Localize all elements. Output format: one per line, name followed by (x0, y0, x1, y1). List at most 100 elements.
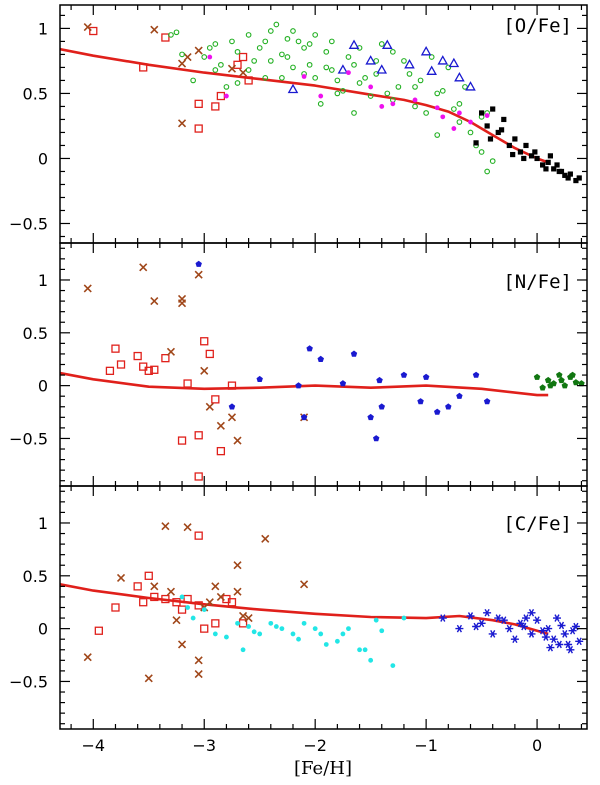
blue-triangle-point (420, 45, 432, 56)
blue-star-point (472, 622, 481, 631)
red-square-point (194, 472, 203, 481)
blue-star-point (499, 616, 508, 624)
magenta-dot-point (346, 70, 351, 76)
red-square-point (144, 571, 153, 580)
magenta-dot-point (451, 126, 457, 131)
green-circle-point (284, 54, 291, 60)
blue-triangle-point (381, 39, 393, 49)
green-circle-point (395, 84, 402, 90)
blue-triangle-point (437, 55, 449, 65)
blue-triangle-point (337, 64, 349, 74)
black-square-point (512, 136, 518, 142)
brown-x-point (205, 402, 214, 411)
red-square-point (139, 362, 148, 371)
red-square-point (105, 366, 115, 375)
brown-x-point (211, 582, 220, 591)
green-circle-point (245, 67, 252, 73)
panel-carbon-frame (59, 485, 588, 730)
brown-x-point (177, 640, 187, 649)
series-brown-x (83, 263, 309, 445)
black-square-point (528, 153, 535, 159)
brown-x-point (233, 436, 242, 445)
black-square-point (523, 142, 529, 149)
red-square-point (133, 351, 142, 361)
green-circle-point (223, 84, 230, 90)
green-circle-point (295, 38, 302, 45)
black-square-point (562, 172, 568, 178)
black-square-point (521, 155, 527, 162)
cyan-dot-point (212, 631, 218, 637)
red-square-point (194, 124, 203, 133)
green-pentagon-point (544, 376, 552, 384)
panel-carbon: [C/Fe] 1 0.5 0 −0.5 −4 −3 −2 −1 0 (9, 485, 588, 755)
panel-carbon-plot-area (60, 522, 584, 683)
cyan-dot-point (185, 605, 190, 610)
cyan-dot-point (296, 636, 301, 642)
green-circle-point (467, 129, 474, 136)
green-circle-point (401, 58, 407, 64)
green-circle-point (412, 84, 418, 90)
blue-star-point (455, 624, 464, 633)
blue-pentagon-point (256, 375, 263, 382)
green-circle-point (262, 74, 269, 81)
black-square-point (558, 168, 565, 175)
green-circle-point (234, 80, 241, 86)
x-tick-label: −2 (303, 736, 327, 755)
red-square-point (133, 582, 142, 591)
green-circle-point (417, 77, 424, 84)
black-square-point (554, 162, 560, 168)
y-tick-label: 1 (38, 271, 48, 290)
cyan-dot-point (240, 647, 246, 653)
green-circle-point (489, 158, 496, 164)
green-circle-point (484, 168, 490, 175)
blue-pentagon-point (306, 345, 313, 352)
brown-x-point (233, 561, 242, 570)
cyan-dot-point (179, 594, 185, 600)
green-circle-point (406, 71, 413, 77)
brown-x-point (194, 46, 203, 55)
cyan-dot-point (390, 663, 396, 669)
blue-star-point (494, 614, 503, 622)
y-tick-label: −0.5 (9, 672, 48, 691)
green-circle-point (378, 41, 385, 47)
green-circle-point (456, 119, 463, 125)
brown-x-point (227, 64, 237, 73)
green-circle-point (384, 90, 391, 97)
red-square-point (233, 60, 242, 69)
green-pentagon-point (558, 376, 565, 384)
green-circle-point (173, 29, 180, 36)
brown-x-point (150, 297, 159, 306)
red-square-point (216, 446, 226, 456)
series-brown-x (83, 23, 248, 128)
blue-triangle-point (454, 72, 465, 82)
x-tick-label: 0 (532, 736, 542, 755)
red-square-point (200, 337, 209, 346)
blue-pentagon-point (295, 382, 302, 389)
blue-star-point (466, 612, 475, 620)
red-square-point (161, 354, 170, 363)
black-square-point (576, 175, 582, 181)
blue-star-point (549, 635, 558, 644)
brown-x-point (244, 613, 253, 623)
cyan-dot-point (190, 615, 196, 621)
black-square-point (473, 140, 479, 146)
red-square-point (183, 594, 192, 604)
magenta-dot-point (457, 110, 462, 116)
blue-triangle-point (404, 58, 415, 69)
y-tick-label: 0 (38, 149, 48, 168)
red-square-point (150, 592, 159, 602)
green-circle-point (306, 61, 313, 68)
green-circle-point (201, 54, 208, 60)
black-square-point (495, 129, 501, 136)
panel-oxygen-plot-area (60, 21, 582, 184)
brown-x-point (227, 413, 237, 422)
red-square-point (111, 603, 120, 612)
panel-nitrogen-plot-area (60, 260, 585, 481)
cyan-dot-point (357, 647, 362, 653)
green-circle-point (328, 38, 335, 45)
blue-pentagon-point (228, 403, 236, 410)
magenta-dot-point (412, 97, 418, 103)
cyan-dot-point (224, 634, 229, 640)
green-circle-point (423, 110, 429, 116)
cyan-dot-point (201, 607, 207, 613)
